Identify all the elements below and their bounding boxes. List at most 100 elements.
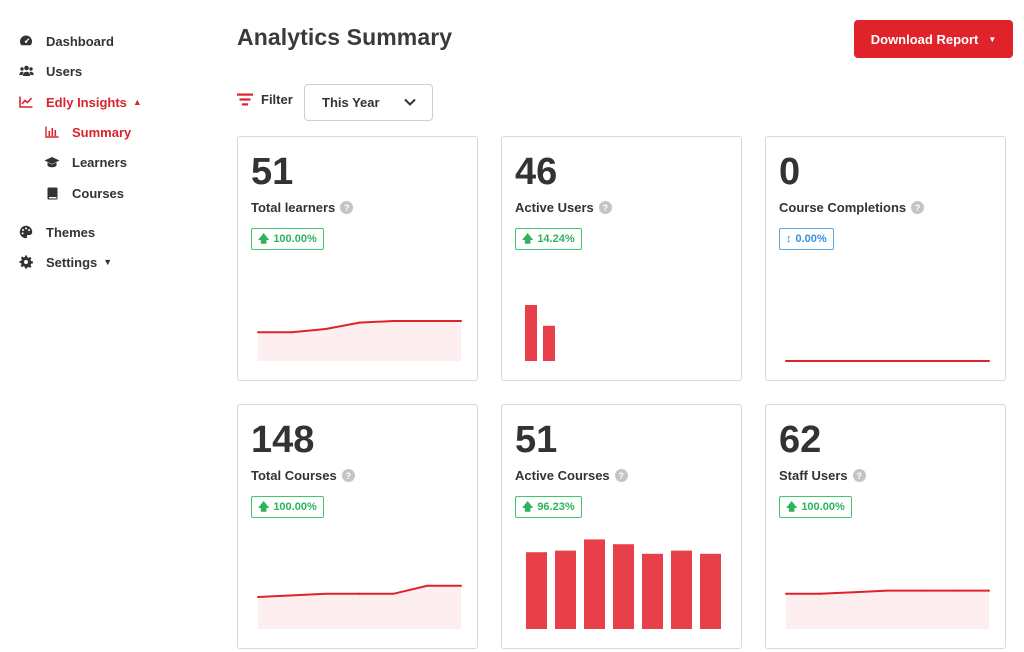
metric-value: 51	[515, 419, 558, 461]
help-icon[interactable]: ?	[341, 469, 355, 482]
chart-point	[392, 592, 395, 595]
chart-bar	[584, 539, 605, 629]
chart-active-users	[525, 305, 555, 361]
sidebar-item-themes[interactable]: Themes	[18, 222, 95, 242]
chart-point	[290, 331, 293, 334]
chevron-down-icon	[404, 98, 416, 106]
chart-point	[914, 360, 917, 362]
chart-total-learners	[257, 320, 462, 361]
metric-value: 62	[779, 419, 822, 461]
chart-point	[392, 320, 395, 322]
sidebar-item-label: Users	[46, 63, 83, 79]
chart-point	[895, 360, 898, 362]
sidebar-item-courses[interactable]: Courses	[44, 183, 124, 203]
metric-value: 51	[251, 151, 294, 193]
chart-bar	[543, 325, 555, 361]
sidebar: Dashboard Users Edly Insights ▲ Summary …	[0, 0, 220, 652]
metric-card-staff-users: 62 Staff Users? 🡅 100.00%	[765, 404, 1006, 649]
sidebar-item-learners[interactable]: Learners	[44, 152, 127, 172]
chart-area	[258, 321, 461, 361]
arrow-up-icon: 🡅	[522, 500, 534, 513]
sidebar-item-dashboard[interactable]: Dashboard	[18, 31, 114, 51]
sidebar-item-label: Dashboard	[46, 33, 114, 49]
caret-down-icon: ▼	[988, 34, 997, 44]
chart-area	[786, 590, 989, 629]
chart-point	[988, 360, 990, 362]
change-value: 0.00%	[795, 233, 827, 245]
filter-button[interactable]: Filter	[237, 92, 293, 107]
chart-point	[858, 360, 861, 362]
chart-point	[988, 589, 990, 592]
chart-point	[969, 360, 972, 362]
chart-point	[785, 592, 787, 595]
chart-point	[257, 331, 259, 334]
sidebar-item-label: Summary	[72, 124, 132, 140]
chart-bar	[700, 553, 721, 629]
chart-point	[257, 596, 259, 598]
metric-label: Active Courses?	[515, 468, 628, 483]
metric-label-text: Total Courses	[251, 468, 337, 483]
sidebar-item-label: Learners	[72, 154, 127, 170]
metric-card-total-courses: 148 Total Courses? 🡅 100.00%	[237, 404, 478, 649]
chart-bar	[613, 544, 634, 629]
line-chart-icon	[18, 94, 34, 110]
chart-point	[886, 589, 889, 592]
help-icon[interactable]: ?	[614, 469, 628, 482]
arrow-up-icon: 🡅	[258, 500, 270, 513]
chart-area	[258, 585, 461, 629]
help-icon[interactable]: ?	[598, 201, 612, 214]
metric-label: Staff Users?	[779, 468, 866, 483]
help-icon[interactable]: ?	[852, 469, 866, 482]
sidebar-item-label: Edly Insights	[46, 94, 127, 110]
chart-point	[426, 320, 429, 322]
chart-point	[852, 591, 855, 594]
metric-card-active-courses: 51 Active Courses? 🡅 96.23%	[501, 404, 742, 649]
chart-total-courses	[257, 584, 462, 629]
arrow-up-icon: 🡅	[786, 500, 798, 513]
page-title: Analytics Summary	[237, 24, 453, 50]
change-value: 14.24%	[537, 233, 575, 245]
tachometer-icon	[18, 33, 34, 49]
sidebar-item-summary[interactable]: Summary	[44, 122, 131, 142]
chart-active-courses	[526, 539, 721, 629]
sidebar-item-edly-insights[interactable]: Edly Insights ▲	[18, 92, 142, 112]
change-value: 100.00%	[801, 501, 845, 513]
caret-up-icon: ▲	[132, 97, 142, 107]
users-icon	[18, 63, 34, 79]
chart-point	[290, 594, 293, 597]
chart-point	[358, 592, 361, 595]
sidebar-item-label: Themes	[46, 224, 96, 240]
chart-point	[426, 584, 429, 587]
sidebar-item-settings[interactable]: Settings ▼	[18, 252, 112, 272]
metric-label-text: Staff Users	[779, 468, 848, 483]
metric-value: 148	[251, 419, 315, 461]
period-select-value: This Year	[322, 95, 380, 110]
metric-card-course-completions: 0 Course Completions? ↕ 0.00%	[765, 136, 1006, 381]
chart-point	[785, 360, 787, 362]
chart-point	[954, 589, 957, 592]
metric-label-text: Active Users	[515, 200, 594, 215]
change-value: 96.23%	[537, 501, 575, 513]
period-select[interactable]: This Year	[304, 84, 433, 121]
chart-bar	[671, 550, 692, 629]
graduation-cap-icon	[44, 154, 60, 170]
help-icon[interactable]: ?	[340, 201, 354, 214]
chart-course-completions	[785, 360, 990, 362]
metric-label: Active Users?	[515, 200, 612, 215]
metric-card-total-learners: 51 Total learners? 🡅 100.00%	[237, 136, 478, 381]
caret-down-icon: ▼	[103, 257, 113, 267]
arrow-up-icon: 🡅	[258, 232, 270, 245]
metric-label: Course Completions?	[779, 200, 925, 215]
metric-value: 46	[515, 151, 558, 193]
filter-icon	[237, 93, 253, 106]
chart-point	[818, 592, 821, 595]
download-report-button[interactable]: Download Report ▼	[854, 20, 1013, 58]
sidebar-item-label: Courses	[72, 185, 125, 201]
sidebar-item-label: Settings	[46, 254, 98, 270]
sidebar-item-users[interactable]: Users	[18, 61, 82, 81]
help-icon[interactable]: ?	[911, 201, 925, 214]
book-icon	[44, 185, 60, 201]
chart-bar	[555, 550, 576, 629]
chart-staff-users	[785, 589, 990, 629]
chart-point	[460, 584, 462, 587]
